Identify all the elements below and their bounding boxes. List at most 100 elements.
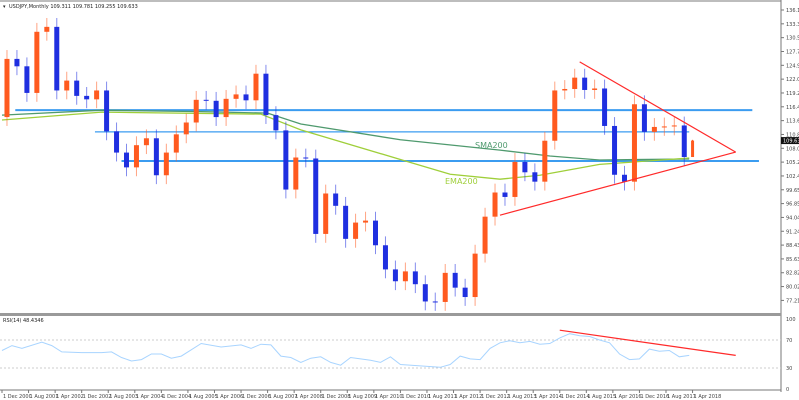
candle bbox=[54, 26, 60, 91]
candle bbox=[223, 98, 229, 118]
candle bbox=[203, 99, 209, 101]
candle bbox=[661, 126, 667, 128]
candle bbox=[183, 122, 189, 135]
candle bbox=[681, 125, 687, 158]
y-tick-label: 110.875 bbox=[786, 132, 799, 138]
candle bbox=[572, 77, 578, 89]
candle bbox=[592, 88, 598, 90]
candle bbox=[422, 284, 428, 302]
x-tick-label: 1 Apr 2014 bbox=[534, 394, 562, 400]
x-tick-label: 1 Apr 2016 bbox=[614, 394, 642, 400]
panel-separator[interactable] bbox=[0, 313, 781, 316]
x-tick-label: 1 Aug 2003 bbox=[109, 394, 138, 400]
ema200-label: EMA200 bbox=[445, 177, 478, 186]
candle bbox=[243, 94, 249, 101]
y-tick-label: 99.655 bbox=[786, 188, 799, 194]
x-tick-label: 1 Apr 2002 bbox=[56, 394, 84, 400]
y-tick-label: 133.315 bbox=[786, 22, 799, 28]
y-tick-label: 102.460 bbox=[786, 174, 799, 180]
chart-title-icon: ▾ bbox=[3, 4, 6, 10]
candle bbox=[14, 58, 20, 67]
candle bbox=[542, 140, 548, 182]
rsi-line bbox=[1, 333, 690, 368]
rsi-tick-label: 0 bbox=[786, 387, 789, 393]
y-tick-label: 91.240 bbox=[786, 229, 799, 235]
candle bbox=[472, 253, 478, 298]
candle bbox=[691, 140, 695, 158]
candle bbox=[313, 158, 319, 234]
candle bbox=[492, 192, 498, 217]
candle bbox=[552, 90, 558, 141]
y-tick-label: 85.630 bbox=[786, 257, 799, 263]
candle bbox=[94, 90, 100, 100]
candle bbox=[412, 271, 418, 285]
candle bbox=[442, 272, 448, 302]
x-tick-label: 1 Dec 2014 bbox=[561, 394, 590, 400]
y-tick-label: 105.265 bbox=[786, 160, 799, 166]
rsi-trendline bbox=[559, 329, 736, 356]
candle bbox=[74, 80, 80, 96]
y-tick-label: 116.485 bbox=[786, 105, 799, 111]
candle bbox=[622, 174, 627, 182]
x-tick-label: 1 Dec 2012 bbox=[481, 394, 510, 400]
candle bbox=[353, 222, 359, 239]
x-tick-label: 1 Aug 2013 bbox=[508, 394, 537, 400]
candle bbox=[602, 88, 608, 126]
x-tick-label: 1 Aug 2017 bbox=[667, 394, 696, 400]
y-tick-label: 88.435 bbox=[786, 243, 799, 249]
chart-title: USDJPY,Monthly 109.311 109.781 109.255 1… bbox=[9, 4, 138, 10]
candle bbox=[522, 161, 528, 173]
y-tick-label: 130.510 bbox=[786, 36, 799, 42]
candle bbox=[283, 130, 289, 190]
x-tick-label: 1 Aug 2005 bbox=[189, 394, 218, 400]
sma200-label: SMA200 bbox=[475, 141, 508, 150]
y-tick-label: 119.290 bbox=[786, 91, 799, 97]
ema200-line bbox=[1, 111, 690, 180]
candle bbox=[4, 58, 10, 118]
candle bbox=[293, 157, 299, 190]
candle bbox=[631, 104, 637, 182]
x-tick-label: 1 Dec 2010 bbox=[401, 394, 430, 400]
top-border bbox=[0, 0, 781, 2]
rsi-title: RSI(14) 48.4346 bbox=[3, 318, 44, 324]
candle bbox=[582, 77, 588, 90]
x-tick-label: 1 Aug 2009 bbox=[348, 394, 377, 400]
candle bbox=[462, 287, 468, 298]
x-tick-label: 1 Dec 2000 bbox=[3, 394, 32, 400]
y-tick-label: 113.680 bbox=[786, 119, 799, 125]
rsi-tick-label: 70 bbox=[786, 338, 792, 344]
rsi-tick-label: 30 bbox=[786, 366, 792, 372]
x-tick-label: 1 Aug 2015 bbox=[587, 394, 616, 400]
candle bbox=[532, 172, 538, 182]
candle bbox=[373, 220, 378, 246]
candle bbox=[303, 157, 309, 159]
candle bbox=[153, 138, 159, 176]
x-tick-label: 1 Dec 2016 bbox=[640, 394, 669, 400]
candle bbox=[193, 99, 199, 123]
y-tick-label: 77.215 bbox=[786, 298, 799, 304]
candle bbox=[143, 138, 149, 146]
x-tick-label: 1 Apr 2006 bbox=[215, 394, 243, 400]
candle bbox=[363, 220, 369, 223]
current-price-box bbox=[781, 137, 799, 145]
y-tick-label: 94.045 bbox=[786, 215, 799, 221]
candle bbox=[651, 126, 657, 132]
current-price-label: 109.633 bbox=[783, 139, 799, 145]
x-tick-label: 1 Dec 2006 bbox=[242, 394, 271, 400]
candle bbox=[382, 245, 388, 270]
x-tick-label: 1 Apr 2018 bbox=[694, 394, 722, 400]
x-tick-label: 1 Dec 2004 bbox=[162, 394, 191, 400]
candle bbox=[124, 152, 129, 168]
candle bbox=[24, 66, 30, 93]
y-tick-label: 96.850 bbox=[786, 202, 799, 208]
y-tick-label: 122.095 bbox=[786, 77, 799, 83]
x-tick-label: 1 Apr 2012 bbox=[455, 394, 483, 400]
candle bbox=[163, 152, 169, 176]
candle bbox=[84, 95, 90, 100]
candle bbox=[512, 161, 518, 197]
candle bbox=[213, 100, 219, 118]
candle bbox=[34, 31, 40, 93]
candle bbox=[402, 271, 408, 282]
